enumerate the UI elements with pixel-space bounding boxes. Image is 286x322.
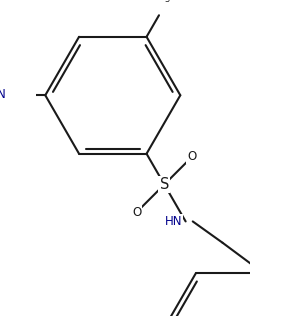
Text: H$_2$N: H$_2$N [0,88,6,103]
Text: S: S [160,177,169,192]
Text: CH$_3$: CH$_3$ [147,0,171,5]
Text: O: O [132,206,141,219]
Text: O: O [187,150,196,163]
Text: HN: HN [164,215,182,228]
